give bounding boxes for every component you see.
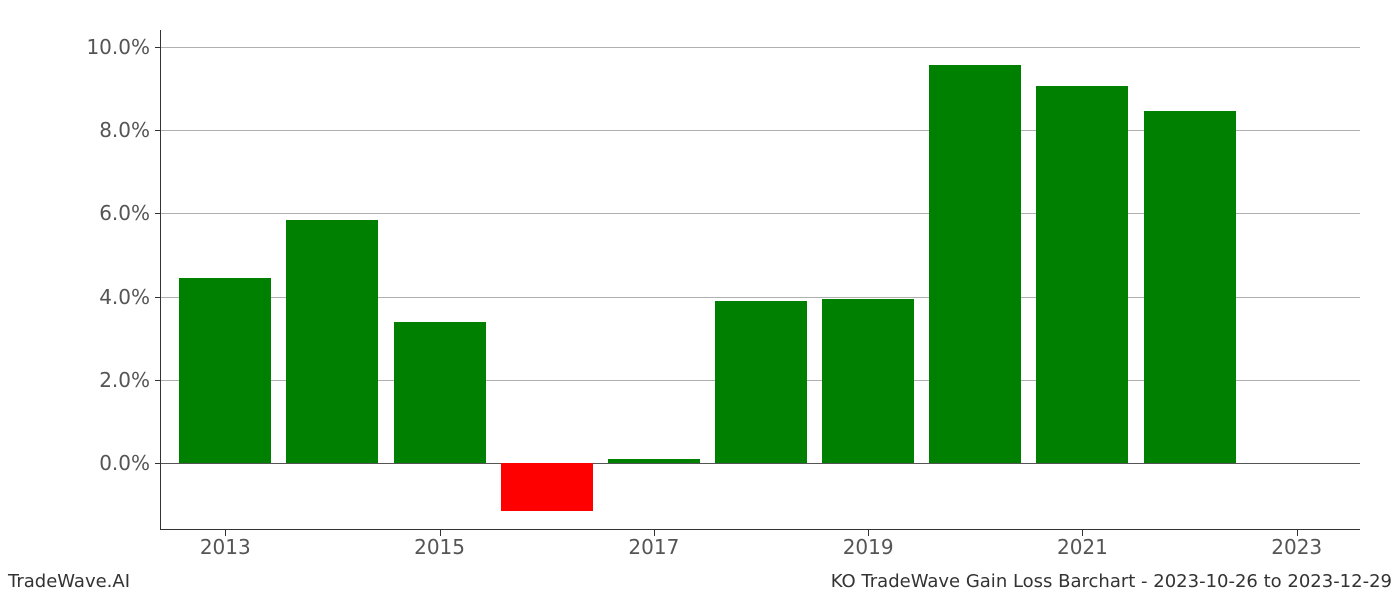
xtick-label: 2021 xyxy=(1057,535,1108,559)
ytick-label: 4.0% xyxy=(99,285,150,309)
ytick-mark xyxy=(155,213,161,214)
ytick-label: 8.0% xyxy=(99,118,150,142)
chart-container: 0.0%2.0%4.0%6.0%8.0%10.0%201320152017201… xyxy=(80,20,1380,550)
bar xyxy=(1144,111,1236,463)
bar xyxy=(179,278,271,463)
zero-line xyxy=(161,463,1360,464)
xtick-label: 2013 xyxy=(200,535,251,559)
plot-area: 0.0%2.0%4.0%6.0%8.0%10.0%201320152017201… xyxy=(160,30,1360,530)
ytick-mark xyxy=(155,297,161,298)
xtick-label: 2023 xyxy=(1271,535,1322,559)
xtick-label: 2017 xyxy=(628,535,679,559)
bar xyxy=(608,459,700,463)
xtick-label: 2019 xyxy=(843,535,894,559)
ytick-label: 10.0% xyxy=(86,35,150,59)
gridline xyxy=(161,47,1360,48)
ytick-mark xyxy=(155,130,161,131)
ytick-label: 2.0% xyxy=(99,368,150,392)
ytick-mark xyxy=(155,47,161,48)
bar xyxy=(929,65,1021,463)
footer-right-text: KO TradeWave Gain Loss Barchart - 2023-1… xyxy=(831,571,1392,592)
bar xyxy=(394,322,486,464)
bar xyxy=(501,463,593,511)
bar xyxy=(1036,86,1128,463)
ytick-label: 6.0% xyxy=(99,201,150,225)
footer-left-text: TradeWave.AI xyxy=(8,571,130,592)
bar xyxy=(822,299,914,464)
ytick-label: 0.0% xyxy=(99,451,150,475)
bar xyxy=(286,220,378,464)
xtick-label: 2015 xyxy=(414,535,465,559)
ytick-mark xyxy=(155,380,161,381)
bar xyxy=(715,301,807,464)
